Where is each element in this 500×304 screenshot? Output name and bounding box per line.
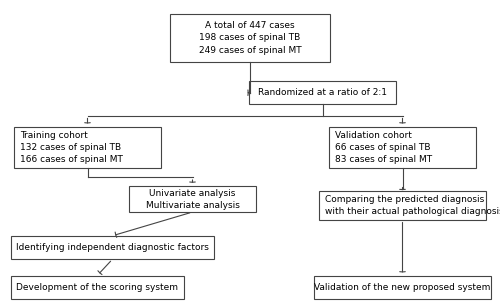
Text: Validation cohort
66 cases of spinal TB
83 cases of spinal MT: Validation cohort 66 cases of spinal TB … bbox=[335, 131, 432, 164]
FancyBboxPatch shape bbox=[170, 14, 330, 62]
FancyBboxPatch shape bbox=[249, 81, 396, 104]
Text: Training cohort
132 cases of spinal TB
166 cases of spinal MT: Training cohort 132 cases of spinal TB 1… bbox=[20, 131, 122, 164]
FancyBboxPatch shape bbox=[314, 276, 491, 299]
Text: Univariate analysis
Multivariate analysis: Univariate analysis Multivariate analysi… bbox=[146, 188, 240, 210]
Text: Identifying independent diagnostic factors: Identifying independent diagnostic facto… bbox=[16, 243, 209, 252]
FancyBboxPatch shape bbox=[11, 237, 214, 259]
FancyBboxPatch shape bbox=[319, 191, 486, 219]
Text: Randomized at a ratio of 2:1: Randomized at a ratio of 2:1 bbox=[258, 88, 387, 97]
Text: Comparing the predicted diagnosis
with their actual pathological diagnosis: Comparing the predicted diagnosis with t… bbox=[325, 195, 500, 216]
FancyBboxPatch shape bbox=[129, 186, 256, 212]
FancyBboxPatch shape bbox=[329, 127, 476, 168]
FancyBboxPatch shape bbox=[14, 127, 161, 168]
Text: Development of the scoring system: Development of the scoring system bbox=[16, 283, 178, 292]
Text: Validation of the new proposed system: Validation of the new proposed system bbox=[314, 283, 490, 292]
Text: A total of 447 cases
198 cases of spinal TB
249 cases of spinal MT: A total of 447 cases 198 cases of spinal… bbox=[198, 21, 302, 55]
FancyBboxPatch shape bbox=[12, 276, 184, 299]
